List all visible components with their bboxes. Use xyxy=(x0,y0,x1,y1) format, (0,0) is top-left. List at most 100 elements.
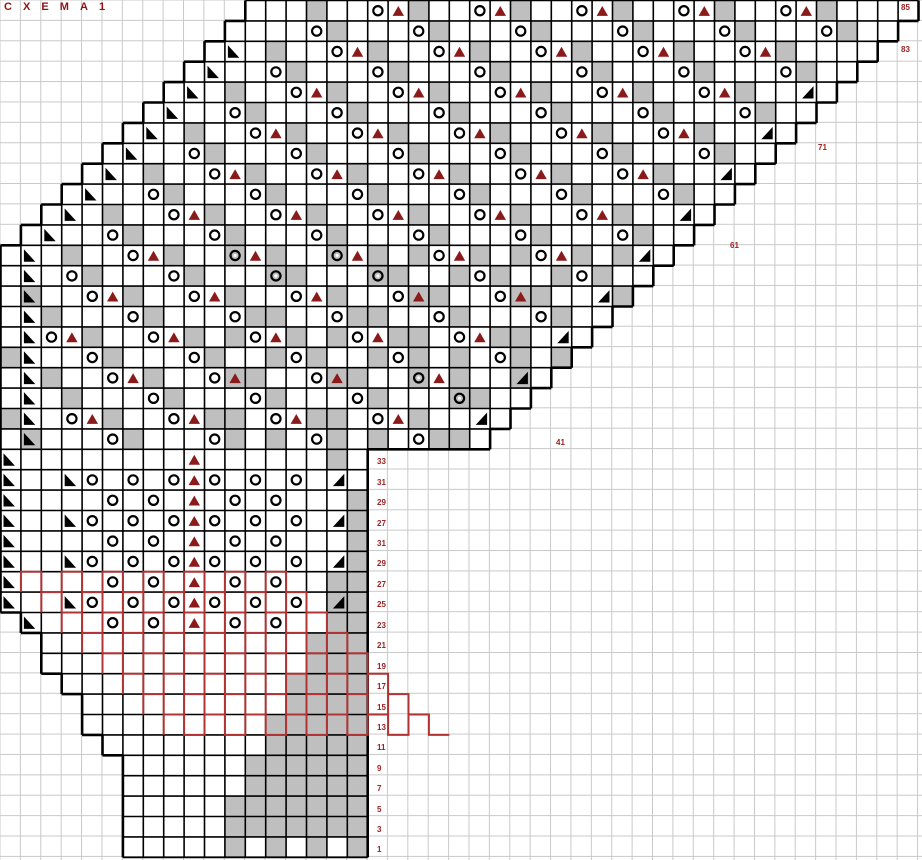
chart-cell xyxy=(20,490,42,511)
chart-cell xyxy=(184,734,205,756)
chart-cell xyxy=(306,326,327,348)
yarn-over-hole xyxy=(294,560,298,563)
chart-cell xyxy=(102,673,123,695)
chart-cell-filled xyxy=(469,245,491,266)
chart-cell-filled xyxy=(490,122,511,144)
chart-cell-filled xyxy=(367,306,389,327)
yarn-over-hole xyxy=(274,417,278,421)
chart-cell-filled xyxy=(449,347,470,368)
chart-cell xyxy=(204,265,225,287)
decrease-red-icon xyxy=(617,87,629,98)
chart-cell xyxy=(82,612,103,633)
chart-cell xyxy=(632,265,654,287)
chart-cell-filled xyxy=(163,388,185,409)
chart-cell-filled xyxy=(204,347,225,368)
yarn-over-icon xyxy=(127,515,139,527)
yarn-over-hole xyxy=(274,70,278,74)
chart-cell xyxy=(408,265,429,287)
chart-cell xyxy=(61,184,83,205)
yarn-over-hole xyxy=(90,294,94,298)
yarn-over-icon xyxy=(596,147,609,160)
chart-cell xyxy=(41,388,62,409)
decrease-right-icon xyxy=(802,86,814,99)
chart-cell xyxy=(102,306,123,327)
yarn-over-hole xyxy=(621,29,625,33)
yarn-over-icon xyxy=(494,147,506,160)
yarn-over-icon xyxy=(147,617,160,629)
decrease-left-icon xyxy=(3,494,15,507)
chart-cell xyxy=(469,306,491,327)
chart-cell-filled xyxy=(286,714,307,735)
chart-cell xyxy=(61,530,83,552)
yarn-over-icon xyxy=(249,392,262,404)
yarn-over-icon xyxy=(413,372,425,384)
decrease-left-icon xyxy=(207,65,219,79)
chart-cell xyxy=(734,163,756,185)
decrease-left-icon xyxy=(23,310,36,323)
yarn-over-icon xyxy=(331,311,343,323)
yarn-over-icon xyxy=(208,229,221,241)
chart-cell xyxy=(122,490,144,511)
yarn-over-icon xyxy=(208,555,221,568)
chart-cell xyxy=(82,571,103,593)
row-number-label: 9 xyxy=(377,764,382,773)
chart-cell xyxy=(245,41,266,62)
yarn-over-icon xyxy=(698,147,711,160)
yarn-over-icon xyxy=(270,413,282,425)
chart-cell xyxy=(163,816,185,837)
chart-cell xyxy=(0,265,21,287)
chart-cell-filled xyxy=(326,796,348,817)
yarn-over-hole xyxy=(743,50,747,53)
chart-cell xyxy=(367,82,389,103)
chart-cell-filled xyxy=(347,714,368,735)
chart-cell xyxy=(673,163,695,185)
chart-cell-filled xyxy=(286,61,307,83)
row-number-label: 33 xyxy=(377,457,386,466)
chart-cell xyxy=(490,306,511,327)
chart-cell xyxy=(388,306,409,327)
chart-cell xyxy=(265,82,287,103)
yarn-over-icon xyxy=(249,515,262,527)
yarn-over-hole xyxy=(519,233,523,237)
chart-cell-filled xyxy=(347,694,368,715)
chart-cell xyxy=(20,551,42,572)
chart-cell-filled xyxy=(530,20,552,42)
yarn-over-hole xyxy=(274,213,278,217)
chart-cell xyxy=(632,122,654,144)
chart-cell xyxy=(184,714,205,735)
chart-cell xyxy=(163,367,185,389)
chart-cell xyxy=(286,20,307,42)
yarn-over-icon xyxy=(168,555,180,568)
chart-cell xyxy=(449,20,470,42)
chart-cell xyxy=(510,122,531,144)
chart-cell xyxy=(204,82,225,103)
chart-cell xyxy=(836,0,858,21)
chart-cell xyxy=(571,286,593,307)
chart-cell xyxy=(734,143,756,164)
chart-cell xyxy=(530,204,552,225)
chart-cell xyxy=(224,388,246,409)
chart-cell xyxy=(388,163,409,185)
yarn-over-icon xyxy=(290,555,302,568)
chart-cell xyxy=(490,184,511,205)
chart-cell xyxy=(61,653,83,674)
chart-cell xyxy=(41,653,62,674)
decrease-left-icon xyxy=(23,432,36,446)
chart-cell xyxy=(653,82,674,103)
yarn-over-hole xyxy=(254,131,257,135)
chart-cell xyxy=(388,102,409,123)
chart-cell xyxy=(184,367,205,389)
chart-cell xyxy=(224,694,246,715)
decrease-left-icon xyxy=(23,269,36,283)
chart-cell xyxy=(306,61,327,83)
yarn-over-icon xyxy=(86,290,99,302)
yarn-over-hole xyxy=(233,621,237,625)
yarn-over-hole xyxy=(131,254,135,257)
row-number-label: 7 xyxy=(377,784,382,793)
decrease-red-icon xyxy=(290,414,302,424)
chart-cell-filled xyxy=(306,694,327,715)
yarn-over-hole xyxy=(294,600,298,604)
chart-cell xyxy=(347,224,368,246)
chart-cell xyxy=(490,41,511,62)
yarn-over-hole xyxy=(417,233,421,237)
